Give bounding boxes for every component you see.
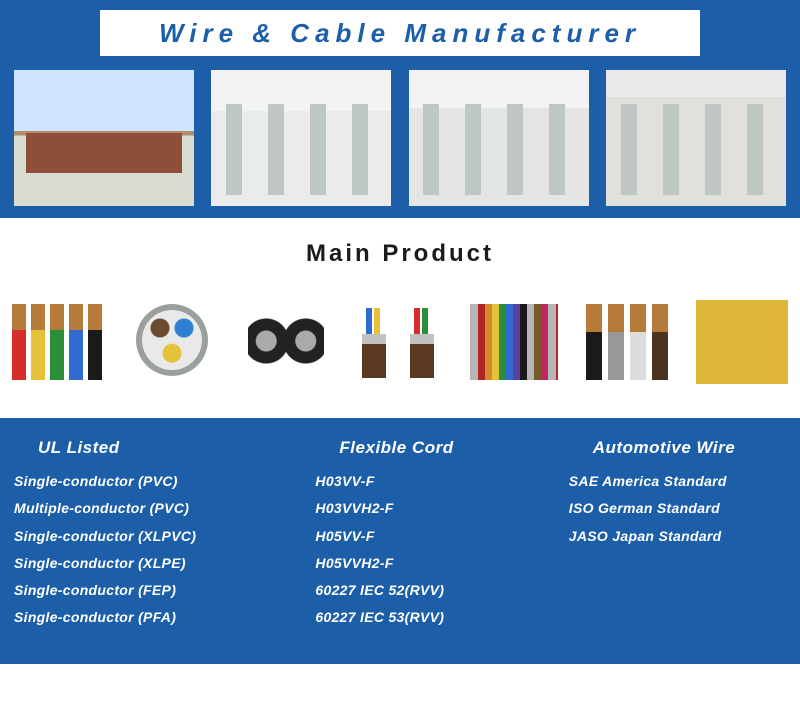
- page-title: Wire & Cable Manufacturer: [159, 18, 641, 49]
- list-item: ISO German Standard: [569, 495, 786, 522]
- category-col-flexible-cord: Flexible Cord H03VV-F H03VVH2-F H05VV-F …: [267, 434, 556, 664]
- category-list: Single-conductor (PVC) Multiple-conducto…: [14, 468, 267, 632]
- list-item: H03VVH2-F: [315, 495, 556, 522]
- factory-photo-3: [409, 70, 589, 206]
- main-product-title: Main Product: [0, 240, 800, 268]
- factory-photo-2: [211, 70, 391, 206]
- list-item: H05VVH2-F: [315, 550, 556, 577]
- list-item: H05VV-F: [315, 523, 556, 550]
- list-item: Single-conductor (PVC): [14, 468, 267, 495]
- list-item: Single-conductor (XLPE): [14, 550, 267, 577]
- category-title: Automotive Wire: [593, 438, 786, 458]
- factory-photo-4: [606, 70, 786, 206]
- category-list: SAE America Standard ISO German Standard…: [569, 468, 786, 550]
- list-item: Single-conductor (XLPVC): [14, 523, 267, 550]
- factory-photo-1: [14, 70, 194, 206]
- list-item: Single-conductor (FEP): [14, 577, 267, 604]
- list-item: H03VV-F: [315, 468, 556, 495]
- product-image-1: [6, 290, 110, 394]
- product-image-6: [576, 290, 680, 394]
- category-list: H03VV-F H03VVH2-F H05VV-F H05VVH2-F 6022…: [315, 468, 556, 632]
- product-strip: [0, 268, 800, 404]
- product-image-7: [690, 290, 794, 394]
- top-banner: Wire & Cable Manufacturer: [0, 0, 800, 218]
- product-image-3: [234, 290, 338, 394]
- product-image-5: [462, 290, 566, 394]
- list-item: Single-conductor (PFA): [14, 604, 267, 631]
- category-title: UL Listed: [38, 438, 267, 458]
- category-col-ul-listed: UL Listed Single-conductor (PVC) Multipl…: [14, 434, 267, 664]
- page-title-bar: Wire & Cable Manufacturer: [100, 10, 700, 56]
- list-item: JASO Japan Standard: [569, 523, 786, 550]
- product-image-2: [120, 290, 224, 394]
- list-item: Multiple-conductor (PVC): [14, 495, 267, 522]
- main-product-section: Main Product: [0, 218, 800, 418]
- categories-panel: UL Listed Single-conductor (PVC) Multipl…: [0, 418, 800, 664]
- list-item: SAE America Standard: [569, 468, 786, 495]
- list-item: 60227 IEC 52(RVV): [315, 577, 556, 604]
- product-image-4: [348, 290, 452, 394]
- category-col-automotive-wire: Automotive Wire SAE America Standard ISO…: [557, 434, 786, 664]
- photo-strip: [0, 56, 800, 206]
- category-title: Flexible Cord: [339, 438, 556, 458]
- list-item: 60227 IEC 53(RVV): [315, 604, 556, 631]
